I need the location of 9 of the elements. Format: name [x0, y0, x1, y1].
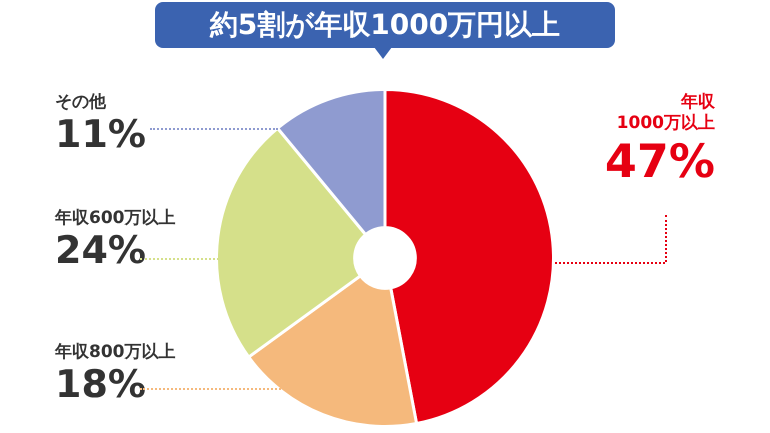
data-label: 47%	[604, 134, 715, 188]
data-label: 11%	[55, 112, 147, 156]
slice-label: 年収800万以上	[55, 342, 176, 363]
chart-title: 約5割が年収1000万円以上	[155, 2, 615, 48]
slice-label: 年収 1000万以上	[616, 92, 715, 134]
data-label: 18%	[55, 362, 147, 406]
slice-label: 年収600万以上	[55, 208, 176, 229]
slice-label: その他	[55, 92, 108, 113]
data-label: 24%	[55, 228, 147, 272]
